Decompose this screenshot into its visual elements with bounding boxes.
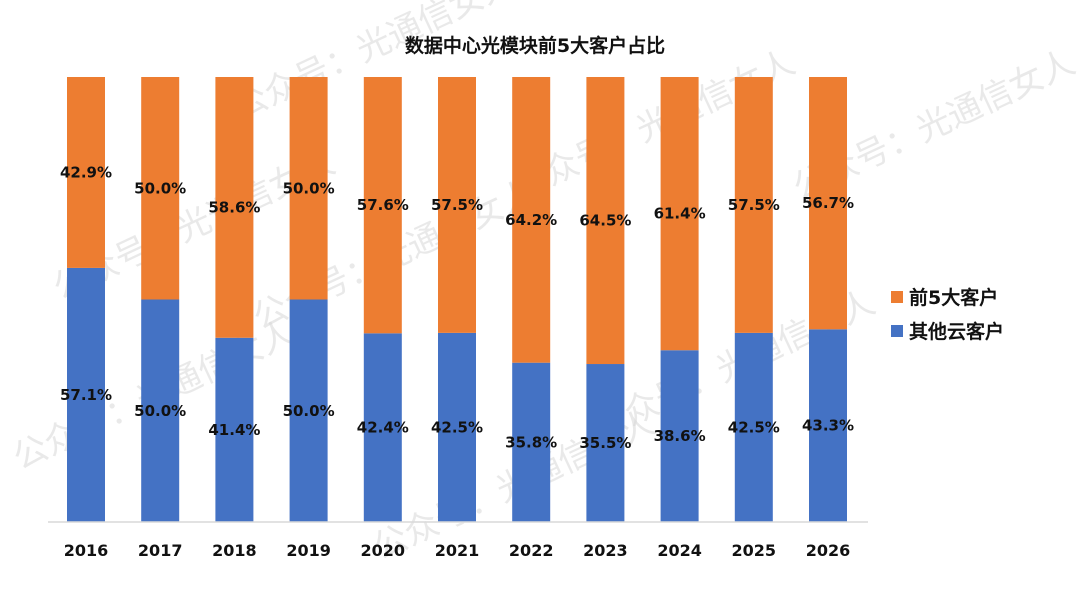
x-tick-label: 2025 bbox=[732, 541, 777, 560]
chart-title: 数据中心光模块前5大客户占比 bbox=[405, 34, 665, 57]
bar-top5-2020 bbox=[363, 77, 402, 334]
bar-other-cloud-2017 bbox=[141, 299, 180, 522]
data-label: 57.5% bbox=[728, 196, 780, 214]
data-label: 41.4% bbox=[208, 421, 260, 439]
bar-top5-2021 bbox=[438, 77, 476, 333]
data-label: 57.6% bbox=[357, 196, 409, 214]
bars-layer: 57.1% 42.9% 50.0% 50.0% 41.4% 58.6% 50.0% 50.0%… bbox=[60, 77, 854, 522]
x-tick-label: 2021 bbox=[435, 541, 480, 560]
data-label: 50.0% bbox=[283, 179, 335, 197]
bar-top5-2026 bbox=[809, 77, 847, 330]
data-label: 35.8% bbox=[505, 433, 557, 451]
legend-swatch-icon bbox=[891, 325, 903, 337]
data-label: 38.6% bbox=[654, 427, 706, 445]
x-tick-label: 2019 bbox=[286, 541, 331, 560]
bar-other-cloud-2021 bbox=[438, 332, 476, 522]
bar-other-cloud-2022 bbox=[512, 362, 551, 522]
bar-top5-2017 bbox=[141, 77, 180, 300]
bar-top5-2019 bbox=[289, 77, 328, 300]
data-label: 43.3% bbox=[802, 417, 854, 435]
data-label: 64.5% bbox=[579, 212, 631, 230]
bar-top5-2025 bbox=[734, 77, 773, 333]
bar-other-cloud-2016 bbox=[67, 267, 105, 522]
data-label: 64.2% bbox=[505, 211, 557, 229]
bar-other-cloud-2023 bbox=[586, 364, 625, 522]
x-tick-label: 2017 bbox=[138, 541, 183, 560]
data-label: 35.5% bbox=[579, 434, 631, 452]
bar-top5-2023 bbox=[586, 77, 625, 365]
x-tick-label: 2026 bbox=[806, 541, 851, 560]
data-label: 58.6% bbox=[208, 198, 260, 216]
bar-other-cloud-2019 bbox=[289, 299, 328, 522]
x-tick-label: 2020 bbox=[361, 541, 406, 560]
data-label: 57.5% bbox=[431, 196, 483, 214]
legend-item[interactable]: 其他云客户 bbox=[891, 320, 1004, 343]
bar-other-cloud-2018 bbox=[215, 337, 254, 522]
data-label: 57.1% bbox=[60, 386, 112, 404]
x-tick-label: 2024 bbox=[657, 541, 702, 560]
data-label: 50.0% bbox=[283, 402, 335, 420]
legend-swatch-icon bbox=[891, 291, 903, 303]
data-label: 42.5% bbox=[728, 418, 780, 436]
bar-other-cloud-2026 bbox=[809, 329, 847, 522]
legend-label: 前5大客户 bbox=[909, 286, 998, 309]
bar-top5-2022 bbox=[512, 77, 551, 363]
data-label: 42.9% bbox=[60, 163, 112, 181]
data-label: 50.0% bbox=[134, 402, 186, 420]
data-label: 50.0% bbox=[134, 179, 186, 197]
bar-top5-2018 bbox=[215, 77, 254, 338]
bar-other-cloud-2025 bbox=[734, 332, 773, 522]
x-axis-ticks: 2016 2017 2018 2019 2020 2021 2022 2023 2024 2025… bbox=[64, 541, 851, 560]
x-tick-label: 2016 bbox=[64, 541, 109, 560]
x-tick-label: 2022 bbox=[509, 541, 554, 560]
data-label: 42.4% bbox=[357, 419, 409, 437]
data-label: 56.7% bbox=[802, 194, 854, 212]
legend-label: 其他云客户 bbox=[909, 320, 1004, 343]
x-tick-label: 2018 bbox=[212, 541, 257, 560]
data-label: 61.4% bbox=[654, 205, 706, 223]
bar-top5-2016 bbox=[67, 77, 105, 268]
bar-other-cloud-2020 bbox=[363, 333, 402, 522]
x-tick-label: 2023 bbox=[583, 541, 628, 560]
bar-other-cloud-2024 bbox=[660, 350, 699, 522]
legend-item[interactable]: 前5大客户 bbox=[891, 286, 998, 309]
bar-top5-2024 bbox=[660, 77, 699, 351]
data-label: 42.5% bbox=[431, 418, 483, 436]
